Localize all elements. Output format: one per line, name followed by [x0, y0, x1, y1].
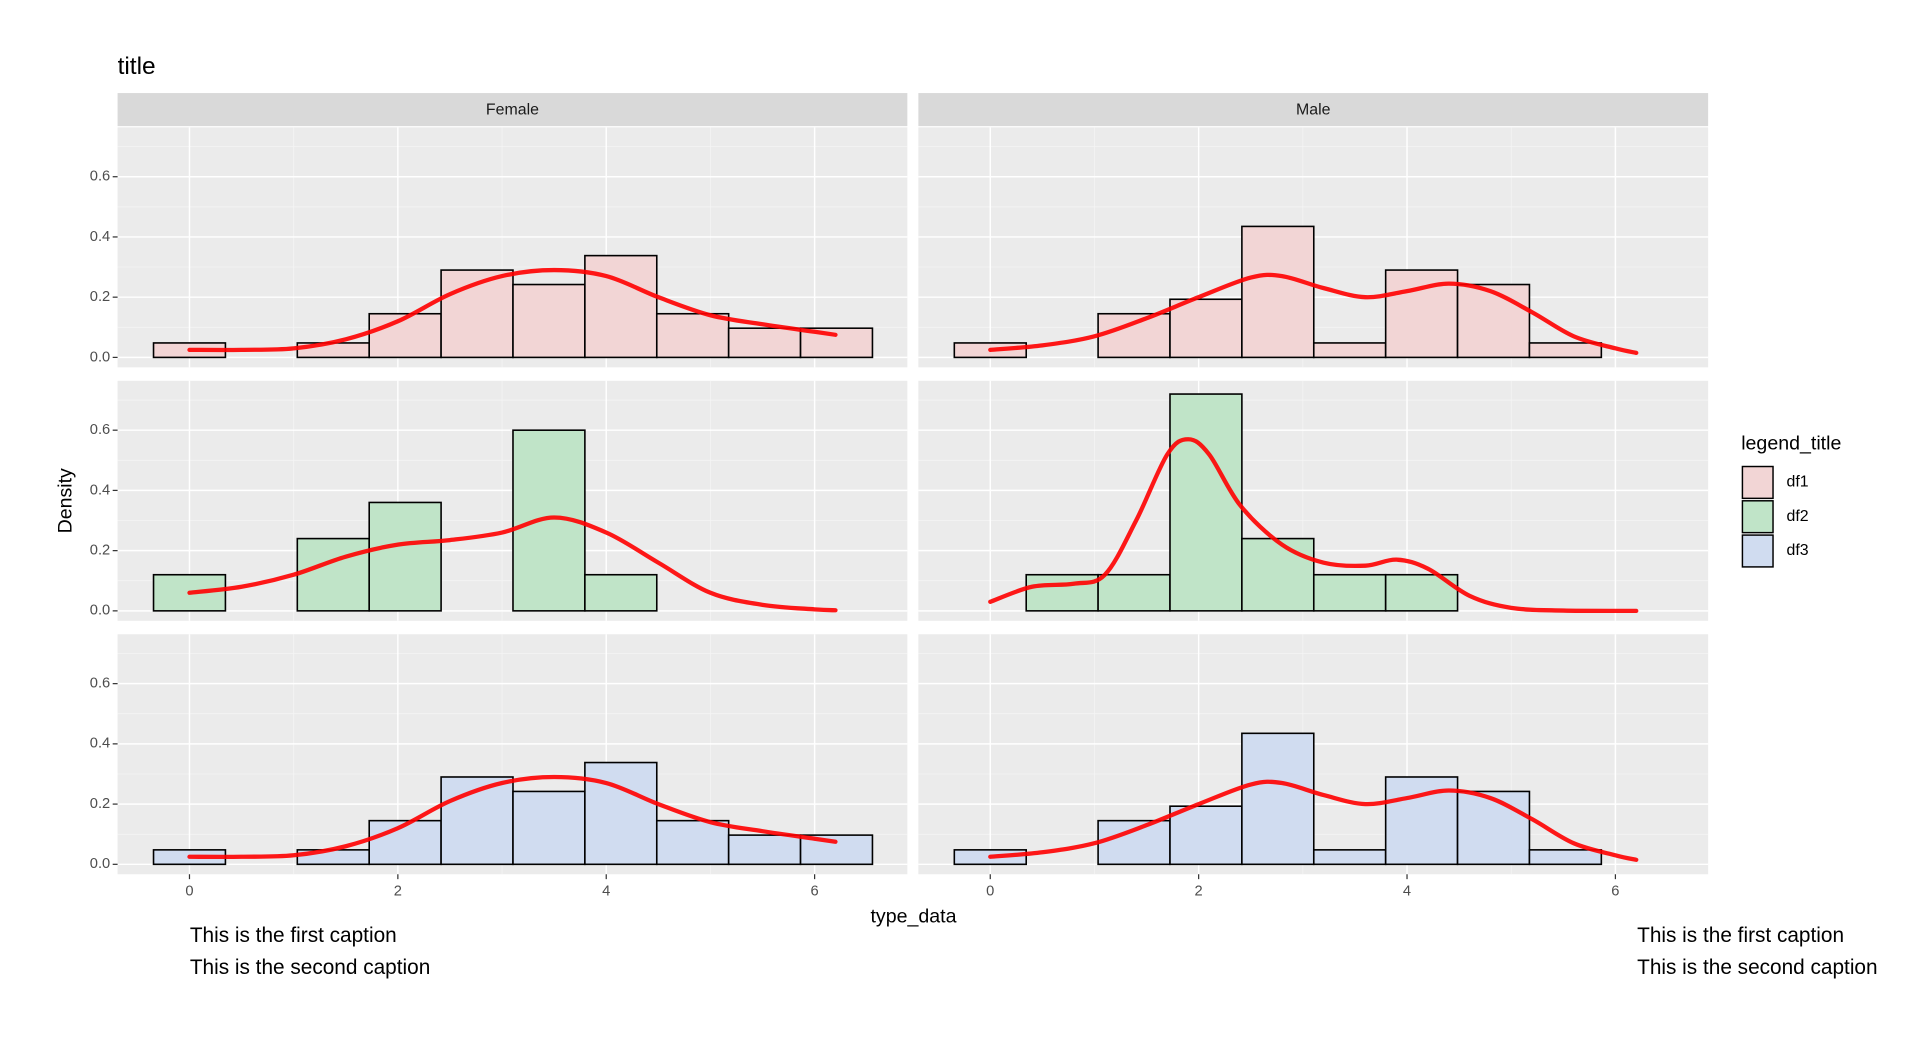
bar [655, 819, 730, 866]
bar [512, 283, 586, 359]
y-tick-label: 0.6 [90, 676, 110, 692]
legend-label: df1 [1786, 474, 1808, 491]
bar [1025, 573, 1099, 612]
legend-label: df2 [1786, 508, 1808, 525]
strip-label: Female [486, 101, 539, 118]
x-axis-label: type_data [870, 905, 956, 927]
legend-key [1741, 534, 1774, 568]
x-tick-label: 4 [602, 883, 610, 899]
bar [1456, 790, 1531, 866]
bar [1169, 298, 1243, 359]
legend-title: legend_title [1741, 433, 1841, 455]
y-tick-label: 0.2 [90, 543, 110, 559]
strip [117, 93, 908, 127]
bar [1241, 732, 1315, 866]
bar [1241, 537, 1315, 612]
density-line [187, 774, 838, 860]
bar [1528, 849, 1603, 866]
y-tick-label: 0.2 [90, 796, 110, 812]
caption: This is the first caption [190, 924, 397, 947]
strip [918, 93, 1709, 127]
bar [584, 761, 658, 866]
bar [1312, 573, 1387, 612]
y-tick-label: 0.6 [90, 169, 110, 185]
x-tick-label: 2 [394, 883, 402, 899]
x-tick-label: 6 [811, 883, 819, 899]
density-line [988, 272, 1639, 356]
caption: This is the second caption [190, 956, 430, 979]
bar [1241, 225, 1315, 359]
chart-title: title [118, 53, 156, 80]
legend-label: df3 [1786, 542, 1808, 559]
strip-label: Male [1296, 101, 1331, 118]
bar [1097, 573, 1171, 612]
bar [296, 537, 371, 612]
bar [368, 819, 442, 866]
y-tick-label: 0.6 [90, 422, 110, 438]
bar [1097, 312, 1171, 359]
y-tick-label: 0.0 [90, 349, 110, 365]
caption: This is the second caption [1637, 956, 1877, 979]
density-line [988, 437, 1639, 614]
bar [1169, 805, 1243, 866]
x-tick-label: 4 [1403, 883, 1411, 899]
bar [1312, 849, 1387, 866]
y-axis-label: Density [54, 468, 76, 533]
bar [1312, 342, 1387, 359]
y-tick-label: 0.4 [90, 229, 110, 245]
bar [1456, 283, 1531, 359]
bar [727, 327, 802, 359]
bar [1097, 819, 1171, 866]
bar [368, 501, 442, 612]
bar [727, 834, 802, 866]
bar [512, 790, 586, 866]
y-tick-label: 0.0 [90, 603, 110, 619]
legend-key [1741, 465, 1774, 500]
bar [1169, 393, 1243, 612]
density-line [187, 515, 838, 613]
x-tick-label: 2 [1195, 883, 1203, 899]
bar [1528, 342, 1603, 359]
x-tick-label: 0 [185, 883, 193, 899]
bar [584, 573, 658, 612]
density-line [187, 267, 838, 353]
y-tick-label: 0.4 [90, 736, 110, 752]
y-tick-label: 0.2 [90, 289, 110, 305]
density-line [988, 779, 1639, 862]
legend-key [1741, 500, 1774, 534]
x-tick-label: 6 [1611, 883, 1619, 899]
y-tick-label: 0.4 [90, 482, 110, 498]
bar [655, 312, 730, 359]
x-tick-label: 0 [986, 883, 994, 899]
bar [584, 254, 658, 359]
y-tick-label: 0.0 [90, 856, 110, 872]
bar [368, 312, 442, 359]
caption: This is the first caption [1637, 924, 1844, 947]
